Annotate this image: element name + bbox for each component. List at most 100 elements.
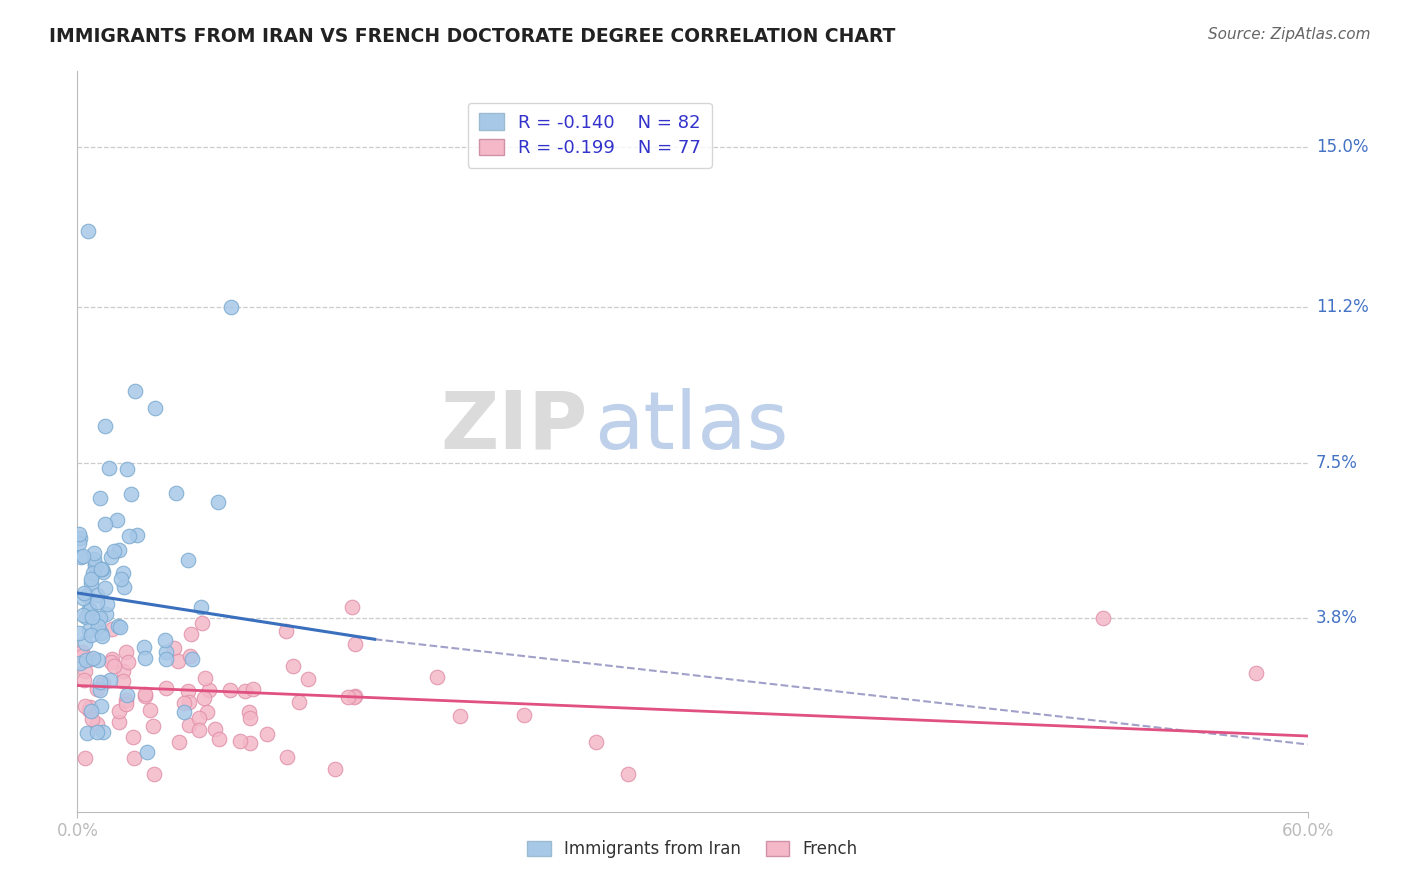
Point	[94, 607, 117, 621]
Point	[87, 653, 110, 667]
Point	[121, 731, 143, 745]
Point	[103, 544, 125, 558]
Point	[235, 684, 257, 698]
Point	[67, 535, 90, 549]
Point	[426, 670, 449, 684]
Point	[79, 603, 101, 617]
Point	[112, 580, 135, 594]
Point	[177, 695, 200, 709]
Point	[153, 632, 176, 647]
Point	[239, 711, 262, 725]
Point	[94, 517, 117, 532]
Point	[110, 572, 132, 586]
Point	[173, 696, 195, 710]
Point	[86, 595, 108, 609]
Point	[344, 637, 367, 651]
Point	[513, 708, 536, 723]
Point	[73, 636, 96, 650]
Point	[111, 664, 134, 678]
Point	[73, 673, 96, 688]
Point	[70, 549, 93, 564]
Point	[138, 703, 160, 717]
Point	[219, 682, 242, 697]
Point	[127, 528, 149, 542]
Point	[89, 683, 111, 698]
Point	[73, 751, 96, 765]
Point	[84, 558, 107, 572]
Point	[155, 651, 177, 665]
Point	[72, 607, 94, 622]
Point	[90, 561, 112, 575]
Point	[336, 690, 359, 704]
Point	[73, 699, 96, 714]
Point	[82, 712, 104, 726]
Text: Source: ZipAtlas.com: Source: ZipAtlas.com	[1208, 27, 1371, 42]
Point	[83, 559, 105, 574]
Point	[323, 762, 346, 776]
Point	[256, 726, 278, 740]
Point	[115, 462, 138, 476]
Point	[100, 673, 122, 687]
Point	[288, 696, 311, 710]
Point	[77, 623, 100, 637]
Point	[238, 705, 260, 719]
Point	[1091, 611, 1114, 625]
Point	[69, 531, 91, 545]
Point	[207, 495, 229, 509]
Point	[124, 751, 146, 765]
Text: 7.5%: 7.5%	[1316, 453, 1358, 472]
Point	[117, 689, 139, 703]
Point	[191, 615, 214, 630]
Point	[115, 693, 138, 707]
Point	[86, 588, 108, 602]
Point	[1246, 665, 1268, 680]
Point	[90, 699, 112, 714]
Point	[165, 486, 187, 500]
Text: 15.0%: 15.0%	[1316, 138, 1368, 156]
Point	[134, 687, 156, 701]
Text: IMMIGRANTS FROM IRAN VS FRENCH DOCTORATE DEGREE CORRELATION CHART: IMMIGRANTS FROM IRAN VS FRENCH DOCTORATE…	[49, 27, 896, 45]
Point	[193, 690, 215, 705]
Point	[134, 690, 156, 704]
Point	[93, 419, 115, 434]
Point	[69, 657, 91, 671]
Point	[108, 620, 131, 634]
Point	[70, 649, 93, 664]
Point	[142, 767, 165, 781]
Point	[107, 618, 129, 632]
Point	[75, 610, 97, 624]
Point	[80, 572, 103, 586]
Legend: Immigrants from Iran, French: Immigrants from Iran, French	[519, 831, 866, 866]
Point	[108, 704, 131, 718]
Text: 3.8%: 3.8%	[1316, 609, 1358, 627]
Text: atlas: atlas	[595, 388, 789, 466]
Point	[90, 625, 112, 640]
Point	[86, 619, 108, 633]
Point	[100, 549, 122, 564]
Point	[239, 736, 262, 750]
Point	[115, 645, 138, 659]
Point	[617, 767, 640, 781]
Point	[173, 705, 195, 719]
Point	[76, 224, 98, 238]
Point	[93, 581, 115, 595]
Point	[76, 589, 98, 603]
Point	[72, 591, 94, 605]
Point	[283, 658, 305, 673]
Point	[105, 512, 128, 526]
Point	[75, 653, 97, 667]
Point	[77, 703, 100, 717]
Point	[103, 659, 125, 673]
Point	[197, 683, 219, 698]
Point	[297, 672, 319, 686]
Point	[67, 625, 90, 640]
Point	[76, 726, 98, 740]
Point	[208, 732, 231, 747]
Point	[194, 671, 217, 685]
Point	[108, 714, 131, 729]
Point	[120, 487, 142, 501]
Point	[86, 725, 108, 739]
Text: ZIP: ZIP	[440, 388, 588, 466]
Point	[96, 597, 118, 611]
Point	[188, 723, 211, 738]
